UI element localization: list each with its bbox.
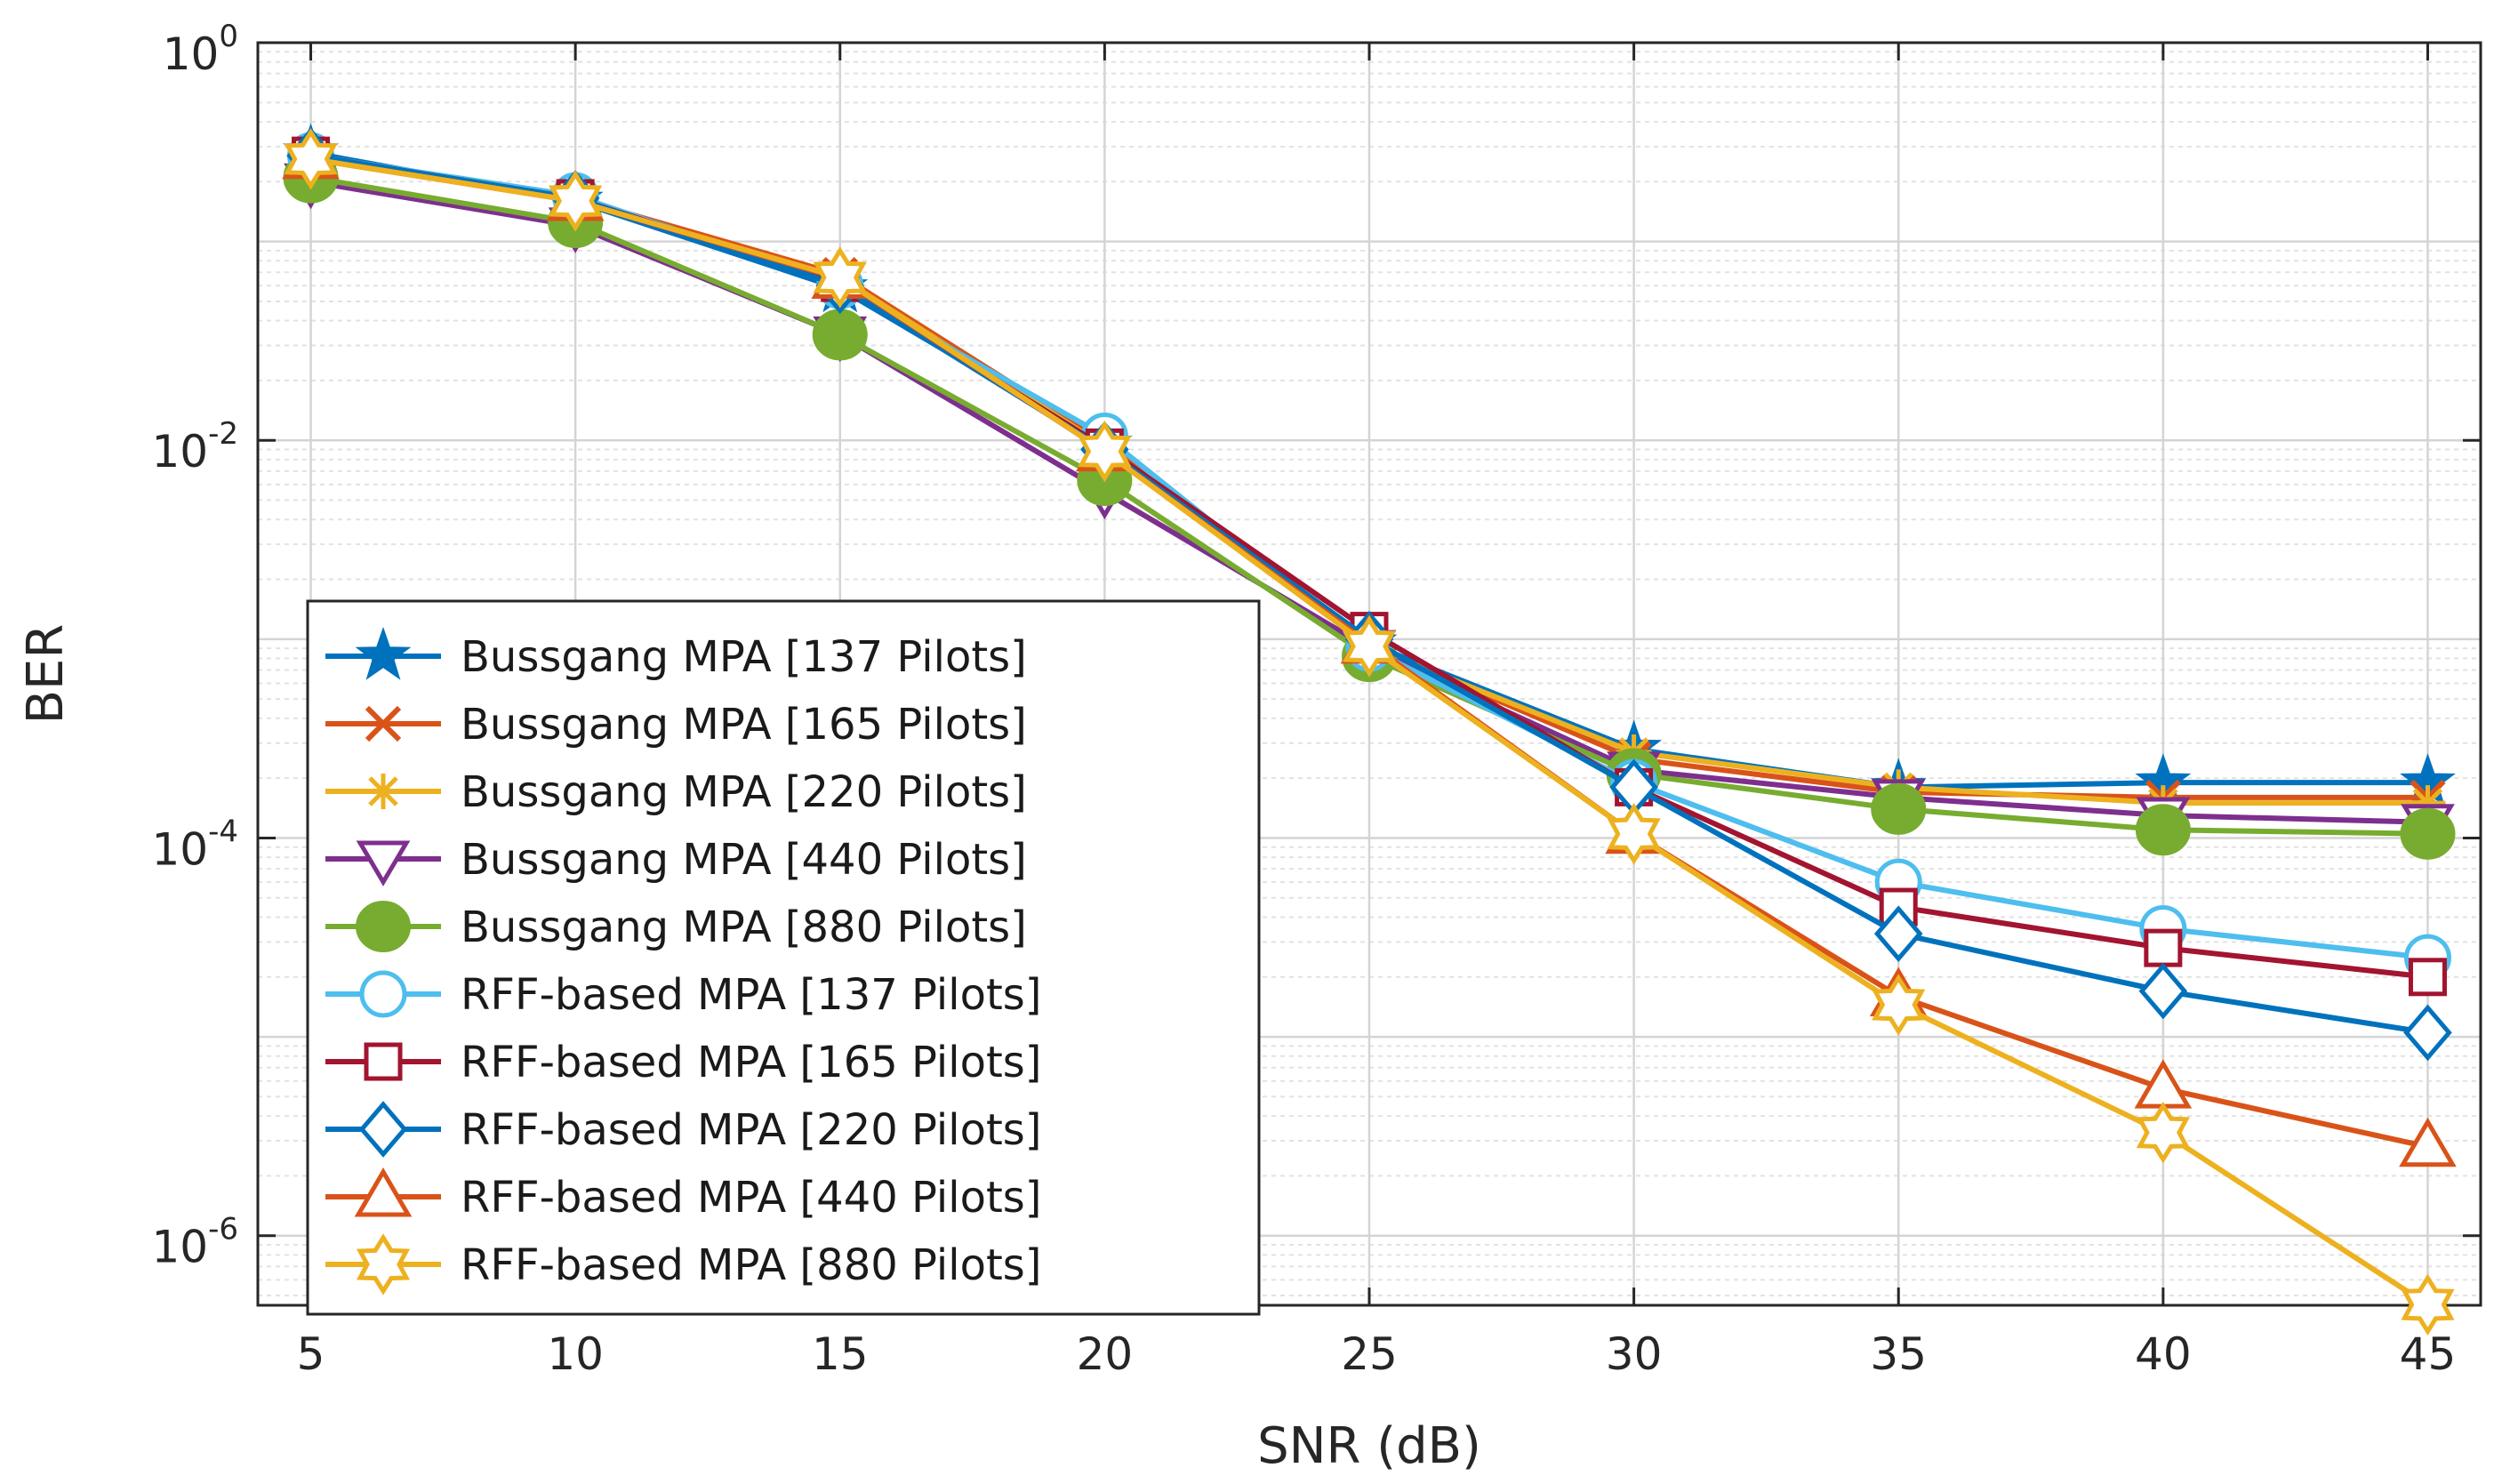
data-point bbox=[813, 246, 867, 309]
x-tick-label: 45 bbox=[2400, 1328, 2457, 1380]
x-tick-label: 40 bbox=[2135, 1328, 2192, 1380]
series-lines bbox=[282, 123, 2457, 1336]
y-tick-label: 100 bbox=[163, 19, 238, 80]
legend-entry-5: Bussgang MPA [880 Pilots] bbox=[325, 901, 1027, 952]
data-point bbox=[364, 1042, 403, 1081]
y-tick-label: 10-4 bbox=[151, 814, 238, 875]
data-point bbox=[2408, 958, 2447, 997]
data-point bbox=[2403, 1004, 2452, 1062]
legend-entry-6: RFF-based MPA [137 Pilots] bbox=[325, 970, 1042, 1020]
data-point bbox=[1871, 782, 1927, 835]
legend-entry-2: Bussgang MPA [165 Pilots] bbox=[325, 700, 1027, 750]
y-tick-label: 10-2 bbox=[151, 416, 238, 477]
data-point bbox=[359, 970, 407, 1018]
x-tick-label: 30 bbox=[1606, 1328, 1663, 1380]
data-point bbox=[1873, 905, 1923, 963]
legend-label: Bussgang MPA [220 Pilots] bbox=[461, 767, 1027, 817]
data-point bbox=[2136, 1102, 2190, 1164]
legend-entry-9: RFF-based MPA [440 Pilots] bbox=[325, 1167, 1042, 1223]
y-tick-label: 10-6 bbox=[151, 1212, 238, 1273]
legend-entry-10: RFF-based MPA [880 Pilots] bbox=[325, 1233, 1042, 1295]
legend-label: Bussgang MPA [165 Pilots] bbox=[461, 700, 1027, 750]
legend-entry-1: Bussgang MPA [137 Pilots] bbox=[325, 626, 1027, 682]
data-point bbox=[2138, 962, 2188, 1020]
x-tick-label: 5 bbox=[297, 1328, 325, 1380]
data-point bbox=[812, 309, 868, 361]
series-10 bbox=[284, 128, 2455, 1336]
legend-label: RFF-based MPA [165 Pilots] bbox=[461, 1038, 1042, 1087]
legend-entry-7: RFF-based MPA [165 Pilots] bbox=[325, 1038, 1042, 1087]
legend-entry-4: Bussgang MPA [440 Pilots] bbox=[325, 835, 1027, 886]
data-point bbox=[354, 1167, 413, 1217]
data-point bbox=[358, 1101, 408, 1158]
x-tick-label: 10 bbox=[547, 1328, 604, 1380]
data-point bbox=[2399, 1117, 2457, 1167]
legend-label: Bussgang MPA [440 Pilots] bbox=[461, 835, 1027, 885]
data-point bbox=[356, 1233, 411, 1295]
legend-label: RFF-based MPA [440 Pilots] bbox=[461, 1173, 1042, 1223]
legend-label: Bussgang MPA [137 Pilots] bbox=[461, 632, 1027, 682]
x-tick-label: 25 bbox=[1341, 1328, 1398, 1380]
data-point bbox=[284, 128, 338, 190]
axes: 5 10 15 20 25 30 35 40 45 100 10-2 10-4 10-6 SNR (dB)… bbox=[17, 19, 2482, 1475]
legend-label: Bussgang MPA [880 Pilots] bbox=[461, 902, 1027, 952]
data-point bbox=[1872, 974, 1926, 1036]
data-point bbox=[355, 626, 412, 680]
x-tick-label: 20 bbox=[1077, 1328, 1134, 1380]
x-tick-label: 35 bbox=[1870, 1328, 1927, 1380]
data-point bbox=[549, 170, 603, 232]
y-axis-title: BER bbox=[17, 624, 75, 725]
legend-label: RFF-based MPA [137 Pilots] bbox=[461, 970, 1042, 1020]
data-point bbox=[2410, 785, 2446, 822]
data-point bbox=[2400, 807, 2456, 860]
data-point bbox=[2144, 928, 2183, 967]
data-point bbox=[356, 840, 411, 886]
legend-entry-8: RFF-based MPA [220 Pilots] bbox=[325, 1101, 1042, 1158]
x-axis-title: SNR (dB) bbox=[1257, 1417, 1481, 1475]
legend-label: RFF-based MPA [880 Pilots] bbox=[461, 1240, 1042, 1290]
data-point bbox=[2135, 804, 2191, 856]
data-point bbox=[365, 774, 401, 809]
x-tick-label: 15 bbox=[812, 1328, 869, 1380]
data-point bbox=[1607, 803, 1661, 865]
legend-entry-3: Bussgang MPA [220 Pilots] bbox=[325, 767, 1027, 817]
legend-box bbox=[306, 599, 1261, 1316]
data-point bbox=[365, 705, 402, 742]
legend-label: RFF-based MPA [220 Pilots] bbox=[461, 1105, 1042, 1155]
data-point bbox=[2401, 1273, 2455, 1336]
data-point bbox=[1078, 420, 1132, 483]
legend: Bussgang MPA [137 Pilots] Bussgang MPA [1… bbox=[306, 599, 1261, 1316]
data-point bbox=[1342, 615, 1397, 678]
data-point bbox=[356, 901, 411, 952]
